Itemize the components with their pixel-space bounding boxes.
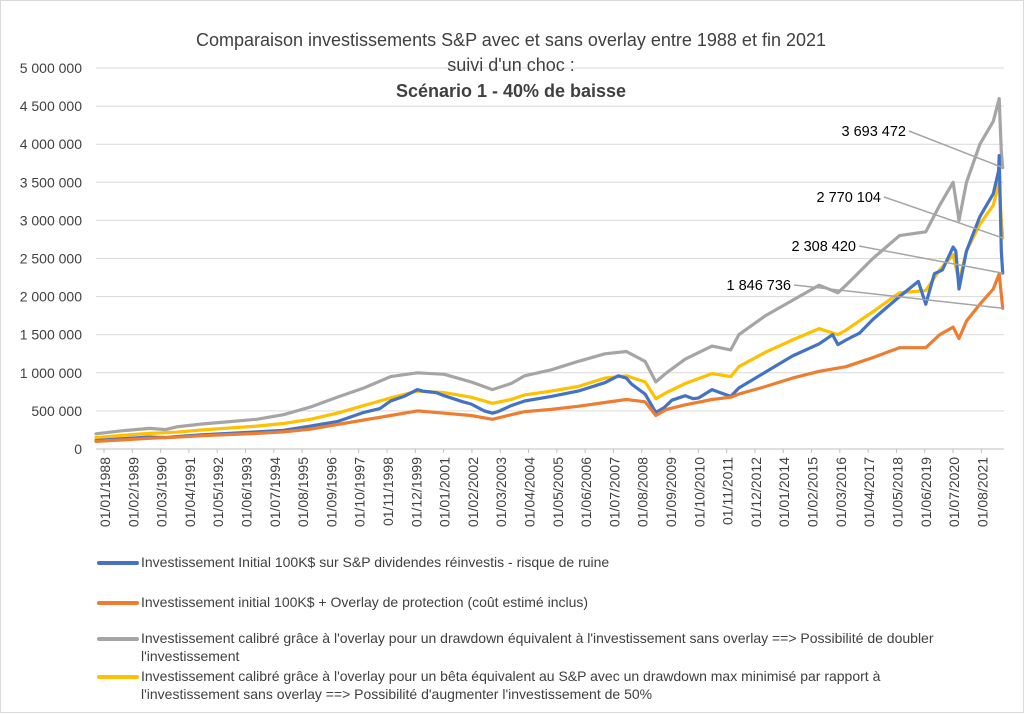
value-annotation: 1 846 736 (726, 278, 791, 294)
annotation-leader-line (858, 245, 1003, 274)
value-annotation: 2 770 104 (816, 190, 881, 206)
legend-swatch-gray (97, 637, 139, 641)
x-tick-label: 01/03/1990 (154, 457, 170, 527)
y-tick-label: 2 000 000 (20, 289, 82, 305)
x-tick-label: 01/10/1997 (352, 457, 368, 527)
y-tick-label: 3 500 000 (20, 174, 82, 190)
legend-label-gray: Investissement calibré grâce à l'overlay… (141, 630, 934, 664)
series-line-gray (94, 96, 1005, 436)
chart-title: Comparaison investissements S&P avec et … (196, 30, 826, 50)
x-tick-label: 01/03/2003 (493, 457, 509, 527)
x-tick-label: 01/06/2006 (578, 457, 594, 527)
x-tick-label: 01/07/2007 (606, 457, 622, 527)
x-tick-label: 01/05/1992 (210, 457, 226, 527)
legend-label-blue: Investissement Initial 100K$ sur S&P div… (141, 554, 610, 570)
y-tick-label: 1 000 000 (20, 365, 82, 381)
x-tick-label: 01/12/1999 (408, 457, 424, 527)
series-line-orange (94, 272, 1005, 443)
x-tick-label: 01/11/1998 (380, 457, 396, 526)
y-tick-label: 5 000 000 (20, 60, 82, 76)
x-tick-label: 01/06/2019 (918, 457, 934, 527)
value-annotations: 3 693 472 2 770 104 2 308 420 1 846 736 (726, 124, 1003, 310)
x-tick-label: 01/01/2014 (776, 457, 792, 527)
series-line-blue (94, 154, 1005, 443)
gridlines (96, 67, 1004, 450)
value-annotation: 2 308 420 (791, 239, 856, 255)
legend-swatch-orange (97, 601, 139, 605)
y-tick-label: 1 500 000 (20, 327, 82, 343)
x-tick-label: 01/12/2012 (748, 457, 764, 527)
annotation-leader-line (793, 284, 1003, 310)
y-tick-label: 3 000 000 (20, 212, 82, 228)
x-tick-label: 01/02/2015 (805, 457, 821, 527)
x-tick-label: 01/05/2005 (550, 457, 566, 527)
x-tick-label: 01/05/2018 (889, 457, 905, 527)
legend-label-orange: Investissement initial 100K$ + Overlay d… (141, 594, 589, 610)
x-tick-label: 01/10/2010 (691, 457, 707, 527)
legend-swatch-yellow (97, 675, 139, 679)
x-tick-label: 01/08/2008 (635, 457, 651, 527)
x-tick-label: 01/07/2020 (946, 457, 962, 527)
x-tick-label: 01/02/1989 (125, 457, 141, 527)
y-tick-label: 500 000 (31, 403, 82, 419)
x-tick-label: 01/04/2004 (522, 457, 538, 527)
series-lines (94, 96, 1005, 443)
x-tick-label: 01/11/2011 (720, 457, 736, 525)
x-tick-label: 01/01/2001 (437, 457, 453, 527)
x-axis: 01/01/1988 01/02/1989 01/03/1990 01/04/1991… (97, 449, 990, 527)
x-tick-label: 01/03/2016 (833, 457, 849, 527)
x-tick-label: 01/08/1995 (295, 457, 311, 527)
legend-swatch-blue (97, 561, 139, 565)
x-tick-label: 01/09/2009 (663, 457, 679, 527)
x-tick-label: 01/06/1993 (239, 457, 255, 527)
legend-label-yellow: Investissement calibré grâce à l'overlay… (141, 668, 881, 702)
x-tick-label: 01/02/2002 (465, 457, 481, 527)
annotation-leader-line (883, 196, 1003, 239)
x-tick-label: 01/04/1991 (182, 457, 198, 527)
value-annotation: 3 693 472 (841, 124, 906, 140)
annotation-leader-line (908, 130, 1003, 169)
y-tick-label: 0 (74, 441, 82, 457)
y-tick-label: 2 500 000 (20, 251, 82, 267)
x-tick-label: 01/07/1994 (267, 457, 283, 527)
y-tick-label: 4 000 000 (20, 136, 82, 152)
x-tick-label: 01/01/1988 (97, 457, 113, 527)
chart-subtitle-bold: Scénario 1 - 40% de baisse (396, 81, 626, 101)
x-tick-label: 01/08/2021 (974, 457, 990, 527)
y-tick-label: 4 500 000 (20, 98, 82, 114)
x-tick-label: 01/04/2017 (861, 457, 877, 527)
y-axis: 0 500 000 1 000 000 1 500 000 2 000 000 2 500… (20, 60, 83, 457)
chart-subtitle: suivi d'un choc : (447, 55, 575, 75)
x-tick-label: 01/09/1996 (323, 457, 339, 527)
